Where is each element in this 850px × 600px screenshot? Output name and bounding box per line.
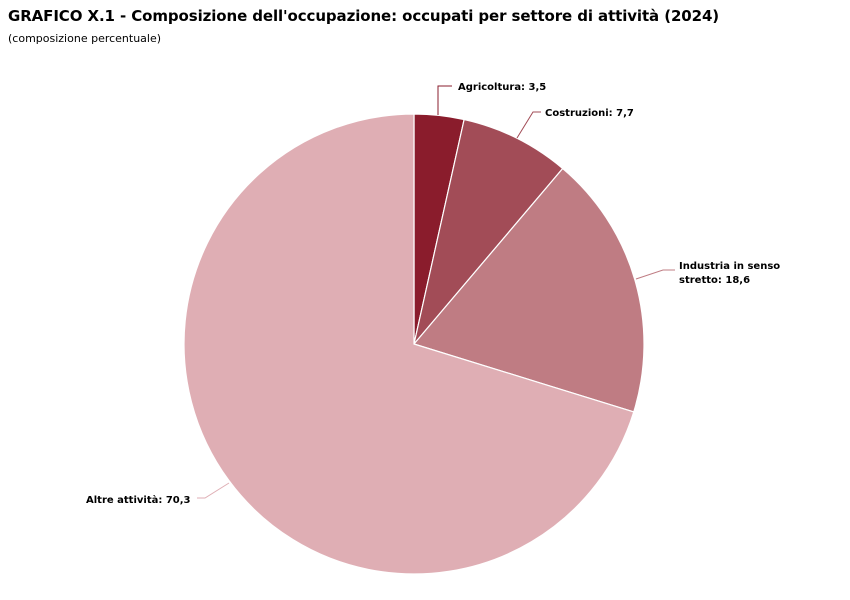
chart-title: GRAFICO X.1 - Composizione dell'occupazi… [8,7,720,25]
slice-label-costruzioni: Costruzioni: 7,7 [545,108,634,119]
leader-costruzioni [516,111,541,139]
slice-label-industria: Industria in senso stretto: 18,6 [679,261,784,286]
leader-industria [635,269,675,280]
leader-lines [197,85,675,499]
leader-agricoltura [437,85,452,115]
slice-industria [412,167,645,413]
slice-costruzioni [413,118,564,345]
slice-label-agricoltura: Agricoltura: 3,5 [458,82,546,93]
slice-label-industria-line-2: stretto: 18,6 [679,275,750,286]
chart-subtitle: (composizione percentuale) [8,32,162,45]
pie-slices [183,113,645,575]
leader-altre-attivita [197,482,230,499]
slice-altre-attivita [183,113,635,575]
slice-label-altre-attivita: Altre attività: 70,3 [86,494,191,506]
slice-label-industria-line-1: Industria in senso [679,261,780,272]
slice-labels: Agricoltura: 3,5 Costruzioni: 7,7 Indust… [86,82,784,506]
